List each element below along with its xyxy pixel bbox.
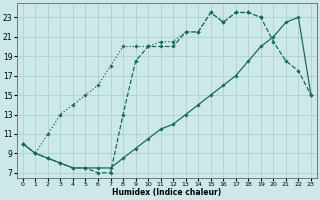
X-axis label: Humidex (Indice chaleur): Humidex (Indice chaleur) bbox=[112, 188, 221, 197]
